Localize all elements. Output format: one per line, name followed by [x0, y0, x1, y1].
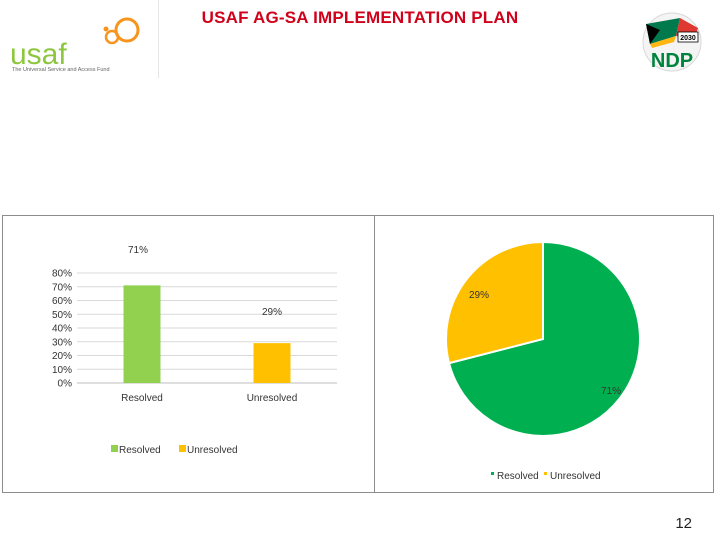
bar-legend-swatch — [179, 445, 186, 452]
bar-unresolved — [253, 343, 291, 383]
header-divider — [158, 0, 159, 78]
chart-divider — [374, 216, 375, 492]
bar-data-label: 71% — [128, 245, 148, 256]
bar-y-tick-label: 60% — [52, 296, 72, 307]
pie-slice-unresolved — [445, 240, 544, 365]
bar-resolved — [123, 285, 161, 383]
chart-frame: 0% 10% 20% 30% 40% 50% 60% 70% 80% Resolved Unreso… — [2, 215, 714, 493]
slide-title: USAF AG-SA IMPLEMENTATION PLAN — [201, 8, 519, 27]
ndp-flag-black — [646, 24, 660, 44]
ndp-text: NDP — [651, 50, 693, 72]
ndp-logo: 2030 NDP — [642, 12, 702, 72]
bar-y-tick-label: 0% — [58, 379, 73, 390]
bar-y-tick-label: 80% — [52, 269, 72, 280]
bar-x-tick-label: Resolved — [121, 393, 163, 404]
pie-data-label: 29% — [469, 290, 489, 301]
ndp-flag-yellow — [650, 36, 676, 48]
bar-data-label: 29% — [262, 307, 282, 318]
bar-x-tick-label: Unresolved — [247, 393, 298, 404]
ndp-year-box — [677, 31, 699, 43]
bar-y-tick-label: 20% — [52, 351, 72, 362]
bar-y-tick-label: 70% — [52, 282, 72, 293]
pie-slice-resolved — [447, 240, 641, 437]
pie-chart: 71% 29% Resolved Unresolved — [445, 240, 641, 482]
bar-chart: 0% 10% 20% 30% 40% 50% 60% 70% 80% Resolved Unreso… — [52, 245, 337, 456]
ndp-year: 2030 — [680, 35, 696, 42]
bar-y-tick-label: 40% — [52, 324, 72, 335]
bar-y-tick-label: 50% — [52, 310, 72, 321]
bar-y-tick-label: 10% — [52, 365, 72, 376]
usaf-tagline: The Universal Service and Access Fund — [12, 67, 110, 73]
pie-legend-swatch — [491, 472, 494, 475]
usaf-logo-ring-large — [114, 17, 140, 43]
usaf-logo-dot — [103, 26, 109, 32]
pie-legend-label: Unresolved — [550, 471, 601, 482]
pie-data-label: 71% — [601, 386, 621, 397]
pie-legend-swatch — [544, 472, 547, 475]
bar-legend-label: Resolved — [119, 445, 161, 456]
usaf-logo: usaf — [10, 17, 140, 71]
page-number: 12 — [675, 515, 692, 532]
bar-y-tick-label: 30% — [52, 337, 72, 348]
pie-legend-label: Resolved — [497, 471, 539, 482]
bar-legend-label: Unresolved — [187, 445, 238, 456]
usaf-logo-text: usaf — [10, 38, 67, 71]
bar-legend-swatch — [111, 445, 118, 452]
usaf-logo-ring-small — [104, 29, 120, 45]
